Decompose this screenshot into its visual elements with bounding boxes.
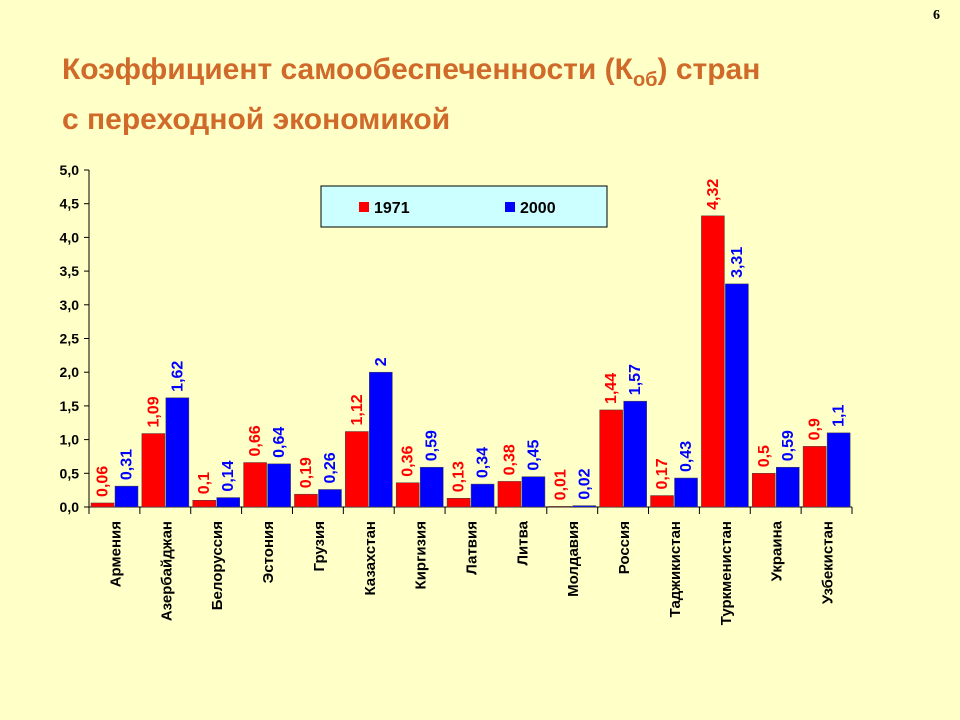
data-label-2000-3: 0,64 [271,427,288,458]
bar-1971-10 [599,409,623,508]
bar-2000-13 [776,466,800,508]
bar-1971-6 [395,482,420,508]
data-label-1971-8: 0,38 [501,444,518,475]
category-label-13: Украина [769,520,786,581]
bar-2000-8 [521,476,546,508]
y-tick-label: 1,0 [60,432,80,448]
bar-1971-14 [802,446,827,508]
category-label-10: Россия [616,521,633,574]
title-line1-end: ) стран [657,53,761,86]
bar-2000-14 [826,432,851,508]
category-label-0: Армения [107,521,124,587]
y-tick-label: 2,0 [60,364,80,380]
bar-1971-11 [650,495,674,508]
y-tick-label: 4,5 [60,196,80,212]
bar-1971-1 [141,433,166,508]
bar-1971-0 [90,502,115,508]
bar-1971-13 [752,473,776,508]
legend-label-1971: 1971 [374,200,410,217]
data-label-1971-7: 0,13 [451,461,468,492]
data-label-1971-5: 1,12 [349,394,366,425]
y-tick-label: 3,0 [60,297,80,313]
category-label-4: Грузия [311,521,328,571]
data-label-1971-11: 0,17 [654,458,671,489]
bar-2000-10 [623,400,647,508]
slide-title: Коэффициент самообеспеченности (Коб) стр… [62,50,922,140]
data-label-2000-9: 0,02 [576,468,593,499]
category-label-2: Белоруссия [209,521,226,610]
bar-2000-1 [165,397,190,508]
legend-label-2000: 2000 [520,200,556,217]
category-label-9: Молдавия [565,521,582,597]
bar-2000-4 [318,489,342,508]
data-label-2000-2: 0,14 [220,460,237,491]
data-label-2000-0: 0,31 [119,449,136,480]
data-label-1971-9: 0,01 [552,469,569,500]
bar-1971-7 [446,497,471,508]
category-label-14: Узбекистан [820,521,837,604]
page-number: 6 [933,8,940,23]
bar-1971-3 [243,462,267,508]
y-tick-label: 1,5 [60,398,80,414]
bar-1971-8 [497,481,522,508]
data-label-2000-6: 0,59 [424,430,441,461]
title-subscript: об [632,69,658,91]
data-label-2000-14: 1,1 [831,405,848,427]
data-label-2000-1: 1,62 [169,361,186,392]
data-label-2000-8: 0,45 [525,439,542,470]
legend-swatch-1971 [359,202,369,212]
data-label-1971-2: 0,1 [196,472,213,494]
bar-1971-12 [701,215,725,508]
category-label-6: Киргизия [413,521,430,589]
data-label-2000-11: 0,43 [678,441,695,472]
category-label-7: Латвия [464,521,481,575]
category-label-5: Казахстан [362,521,379,596]
data-label-2000-5: 2 [373,357,390,366]
bar-2000-12 [725,283,749,508]
bar-2000-5 [369,371,393,508]
bar-1971-5 [345,431,369,508]
data-label-2000-4: 0,26 [322,452,339,483]
bar-2000-7 [470,483,495,508]
data-label-2000-7: 0,34 [475,447,492,478]
data-label-1971-12: 4,32 [705,179,722,210]
category-label-8: Литва [514,520,531,565]
bar-2000-3 [267,463,291,508]
bar-2000-9 [572,505,597,508]
y-tick-label: 4,0 [60,229,80,245]
bar-2000-11 [674,477,698,508]
bar-2000-6 [419,466,444,508]
category-label-12: Туркменистан [718,521,735,625]
y-tick-label: 5,0 [60,162,80,178]
bar-1971-4 [294,493,318,508]
title-line2: с переходной экономикой [62,103,451,136]
bar-2000-2 [216,497,240,508]
y-tick-label: 0,5 [60,465,80,481]
legend-swatch-2000 [505,202,515,212]
data-label-1971-0: 0,06 [95,466,112,497]
data-label-1971-3: 0,66 [247,425,264,456]
y-tick-label: 2,5 [60,331,80,347]
data-label-1971-14: 0,9 [807,418,824,440]
bar-1971-2 [192,500,216,508]
title-line1-start: Коэффициент самообеспеченности (К [62,53,633,86]
data-label-1971-6: 0,36 [400,445,417,476]
bar-1971-9 [548,506,573,508]
y-tick-label: 3,5 [60,263,80,279]
data-label-1971-4: 0,19 [298,457,315,488]
data-label-2000-12: 3,31 [729,247,746,278]
data-label-1971-13: 0,5 [756,445,773,467]
y-tick-label: 0,0 [60,499,80,515]
category-label-1: Азербайджан [158,521,175,621]
data-label-2000-10: 1,57 [627,364,644,395]
category-label-3: Эстония [260,521,277,583]
data-label-2000-13: 0,59 [780,430,797,461]
data-label-1971-1: 1,09 [145,396,162,427]
bar-2000-0 [114,485,139,508]
data-label-1971-10: 1,44 [603,373,620,404]
category-label-11: Таджикистан [667,521,684,617]
